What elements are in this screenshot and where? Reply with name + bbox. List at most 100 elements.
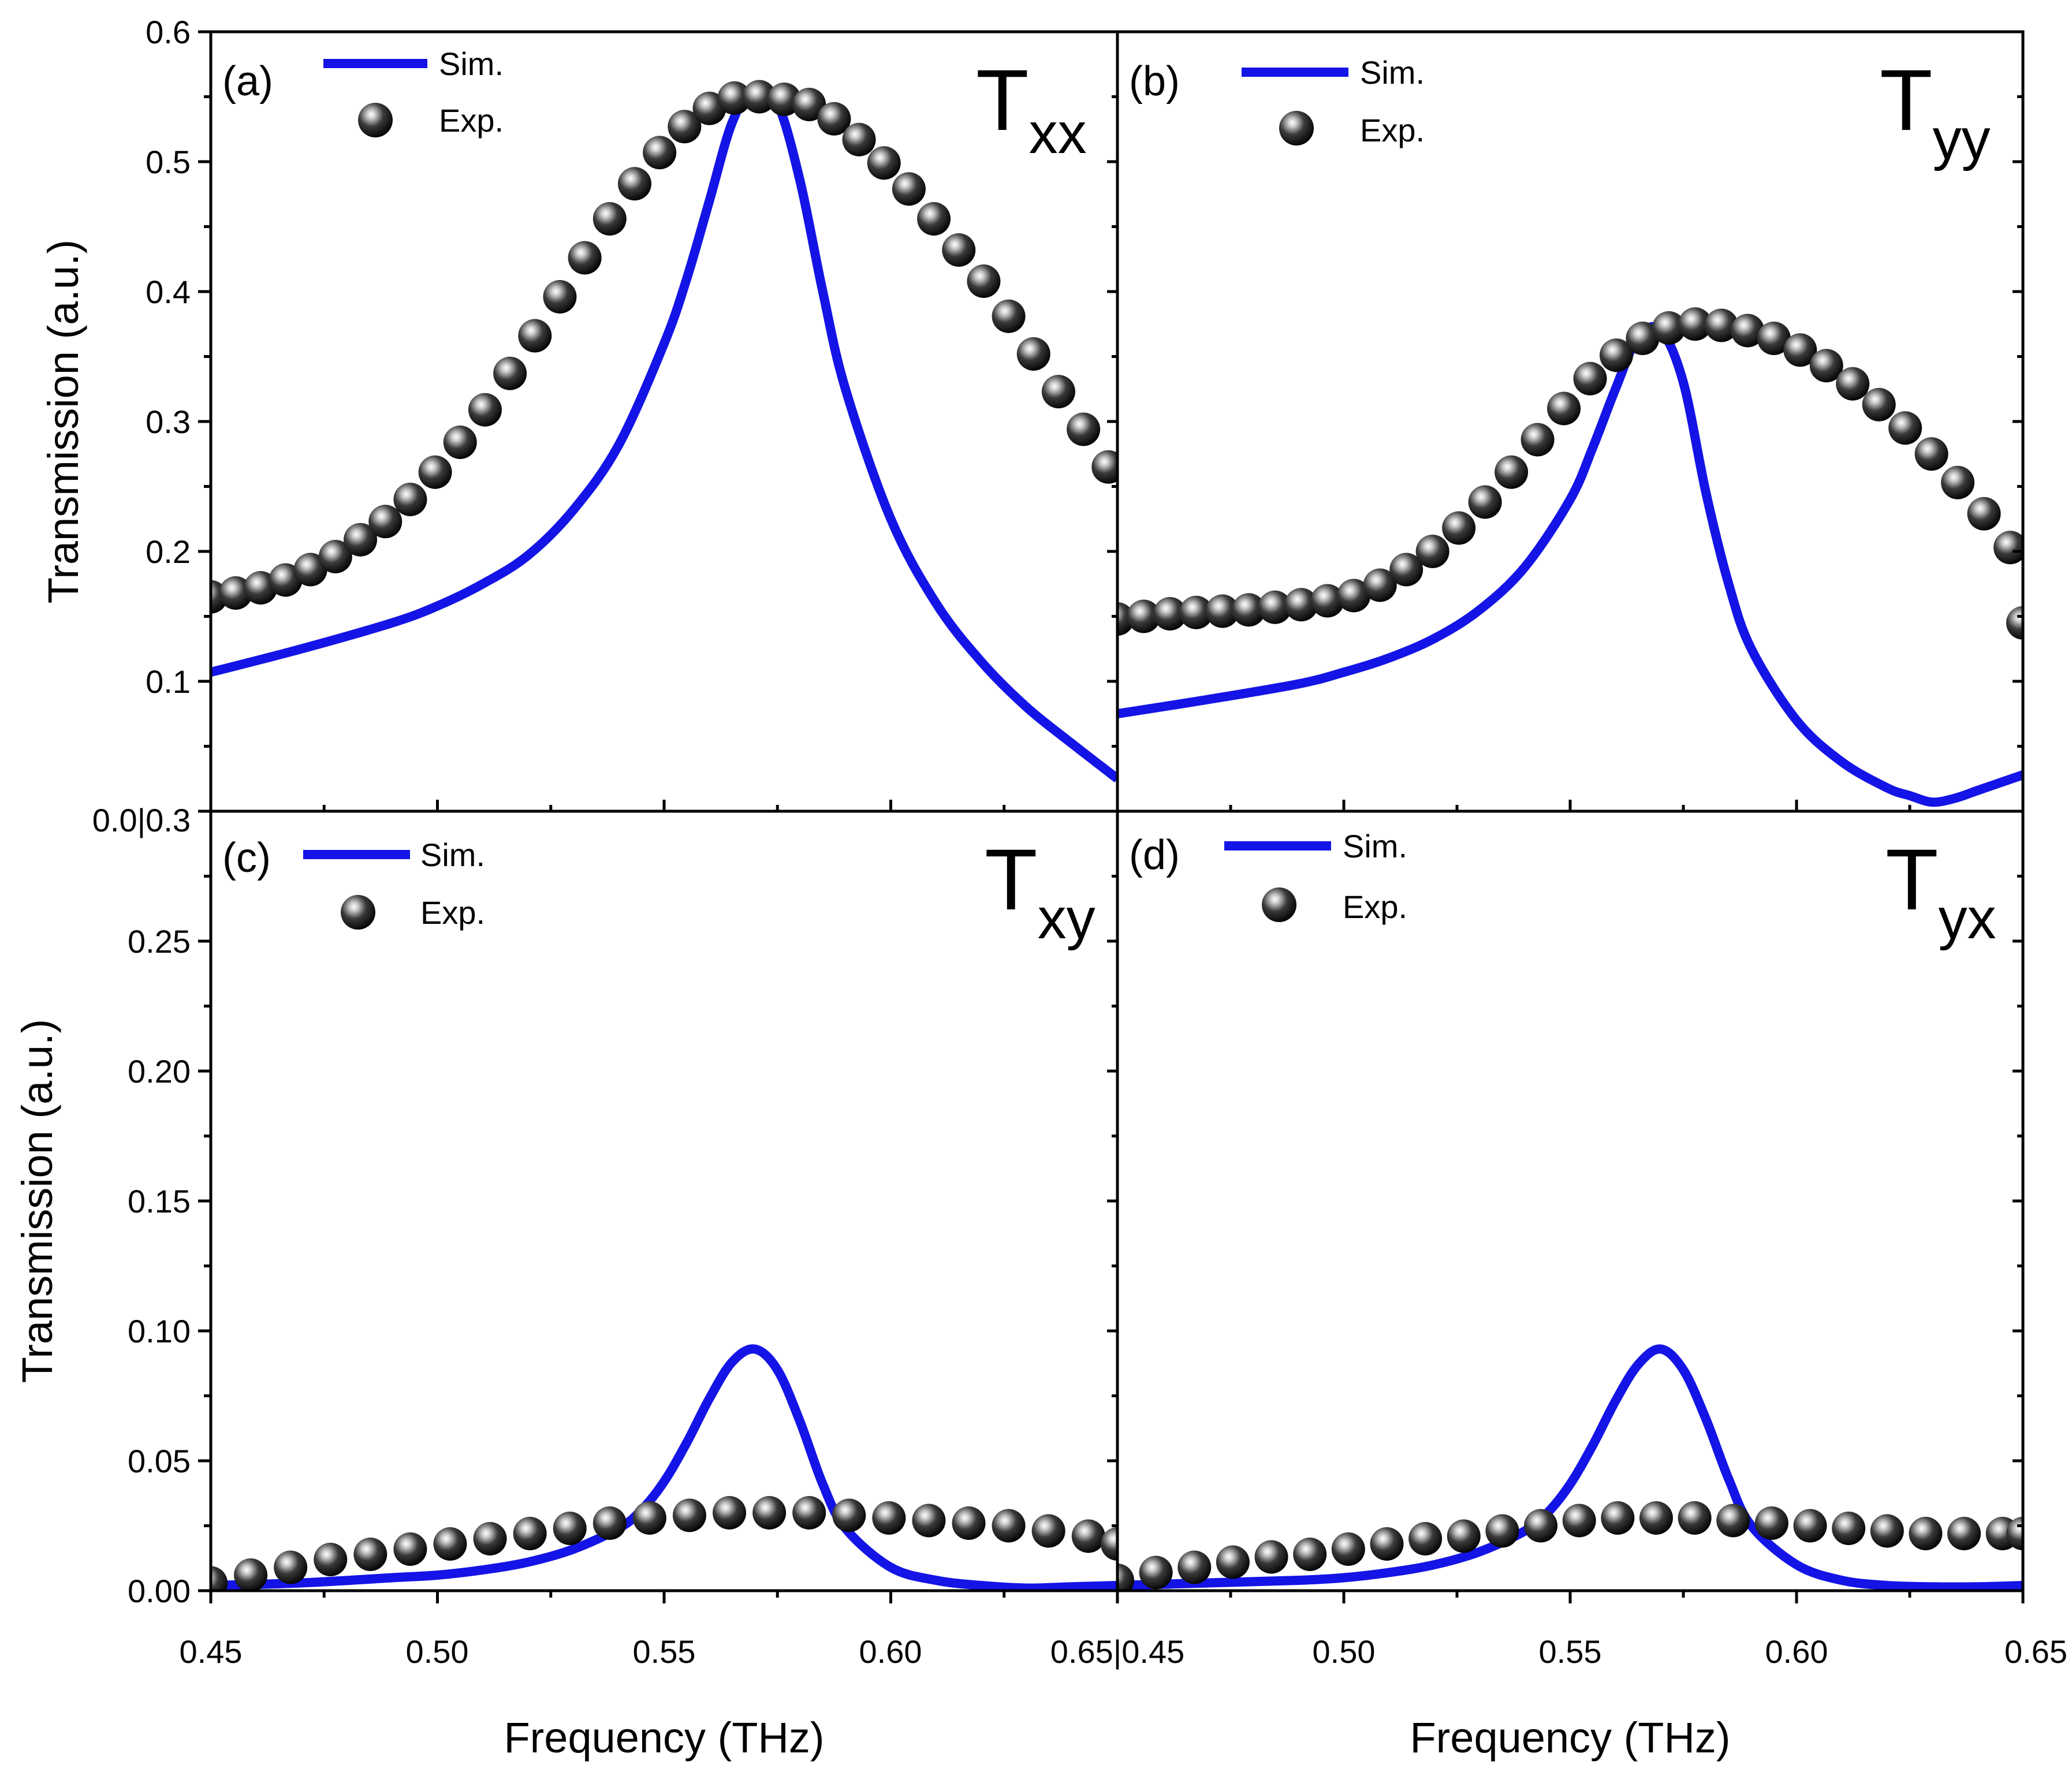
exp-point [293,553,327,587]
legend-exp-label: Exp. [1343,889,1407,925]
x-tick-label: 0.65 [2004,1633,2067,1670]
exp-point [493,356,527,390]
x-tick-label: 0.60 [1765,1633,1828,1670]
y-tick-label: 0.1 [146,663,191,700]
legend-exp-marker [358,103,393,137]
y-tick-label: 0.3 [146,404,191,440]
y-axis-title-bottom: Transmission (a.u.) [13,1019,61,1383]
exp-point [1177,1550,1212,1584]
exp-point [917,202,951,236]
exp-point [1704,308,1738,342]
exp-point [2006,606,2023,640]
exp-point [1101,1527,1117,1561]
exp-point [1293,1538,1327,1571]
exp-point [1652,311,1686,345]
exp-point [1363,568,1397,602]
exp-point [643,136,677,170]
exp-point [553,1512,587,1545]
x-tick-label: 0.50 [406,1633,469,1670]
exp-point [1941,465,1975,499]
exp-point [513,1517,547,1550]
legend: Sim. Exp. [323,46,504,139]
legend-sim-label: Sim. [439,46,504,82]
legend-sim-label: Sim. [1360,54,1425,91]
exp-point [1284,588,1318,622]
exp-point [418,455,452,489]
exp-point [211,1566,228,1591]
exp-point [967,264,1001,298]
legend: Sim. Exp. [1224,828,1407,925]
exp-point [1909,1517,1943,1550]
exp-point [274,1550,308,1584]
exp-point [1031,1514,1065,1548]
x-axis-title-left: Frequency (THz) [504,1714,824,1762]
exp-point [1993,531,2023,565]
exp-point [368,505,403,539]
y-tick-label: 0.2 [146,534,191,570]
panel-a-txx: (a) Sim. Exp. Txx [211,46,1117,783]
x-tick-label: 0.65|0.45 [1050,1633,1185,1670]
panel-title: Tyy [1880,51,1991,171]
exp-point [872,1501,906,1535]
exp-point [842,122,876,156]
exp-point [1947,1517,1981,1550]
exp-point [1216,1545,1250,1579]
exp-point [617,167,651,201]
exp-point [867,146,901,180]
exp-point [1205,594,1239,628]
exp-point [468,393,502,427]
exp-point [1091,450,1117,484]
y-tick-label: 0.0|0.3 [92,802,191,838]
exp-point [1127,599,1161,633]
exp-point [1447,1519,1481,1553]
panel-label: (b) [1129,58,1180,105]
exp-point [1408,1522,1443,1555]
exp-point [1832,1512,1866,1545]
exp-point [1067,412,1101,446]
exp-point [1179,595,1213,629]
exp-point [912,1504,946,1538]
exp-point [473,1522,507,1555]
exp-point [1524,1509,1558,1543]
exp-point [592,1506,627,1540]
panel-title: Txy [985,831,1095,951]
exp-point [592,202,627,236]
exp-point [1601,1501,1635,1535]
exp-point [1495,455,1529,489]
exp-point [1117,1564,1134,1591]
exp-point [219,576,253,610]
y-tick-label: 0.6 [146,14,191,50]
x-tick-label: 0.50 [1313,1633,1376,1670]
exp-point [1754,1506,1788,1540]
y-tick-labels-bottom: 0.25 0.20 0.15 0.10 0.05 0.00 [128,923,191,1609]
exp-point [1809,349,1843,383]
legend-exp-label: Exp. [439,102,504,139]
exp-point [1716,1504,1750,1538]
exp-point [234,1558,268,1591]
exp-point [1573,361,1607,396]
legend-sim-label: Sim. [1343,828,1407,864]
panel-label: (c) [222,835,271,881]
exp-point [1678,307,1712,341]
exp-point [1337,579,1371,613]
exp-point [1888,411,1922,445]
exp-point [393,1532,427,1566]
legend: Sim. Exp. [303,837,485,931]
exp-point [314,1543,348,1576]
exp-point [1041,375,1075,409]
exp-point [1731,314,1765,348]
exp-point [792,1496,826,1529]
exp-point [952,1506,986,1540]
sim-line [211,1344,1117,1591]
exp-point [1468,485,1502,519]
exp-point [1331,1532,1365,1566]
exp-point [1370,1527,1404,1561]
exp-point [1139,1555,1173,1590]
y-tick-label: 0.25 [128,923,191,960]
exp-point [992,1509,1026,1543]
exp-point [1547,391,1581,426]
exp-point [632,1501,666,1535]
exp-point [1016,337,1050,371]
exp-point [817,102,851,136]
